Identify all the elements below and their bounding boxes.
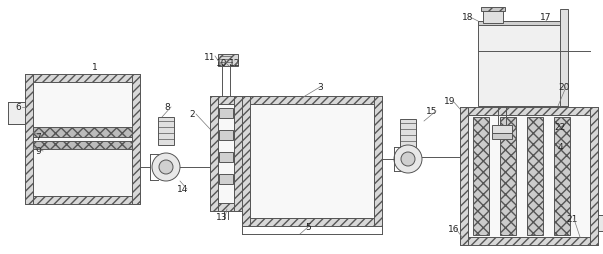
Bar xyxy=(481,8,505,12)
Bar xyxy=(400,120,416,147)
Bar xyxy=(210,203,242,211)
Text: 14: 14 xyxy=(177,185,189,194)
Bar xyxy=(468,116,590,237)
Text: 9: 9 xyxy=(35,147,41,156)
Text: 1: 1 xyxy=(92,63,98,72)
Bar xyxy=(218,105,234,203)
Bar xyxy=(219,174,233,184)
Bar xyxy=(460,108,468,245)
Circle shape xyxy=(394,146,422,173)
Bar xyxy=(598,215,603,231)
Bar xyxy=(478,22,568,107)
Text: 17: 17 xyxy=(540,13,552,22)
Text: 21: 21 xyxy=(566,215,578,224)
Bar xyxy=(219,152,233,162)
Bar xyxy=(33,83,132,196)
Text: 8: 8 xyxy=(164,103,170,112)
Bar xyxy=(132,75,140,204)
Bar xyxy=(590,108,598,245)
Bar xyxy=(242,97,382,105)
Bar xyxy=(210,97,218,211)
Bar xyxy=(460,108,598,116)
Bar xyxy=(460,237,598,245)
Bar xyxy=(560,10,568,107)
Text: 11: 11 xyxy=(204,52,216,61)
Text: 10: 10 xyxy=(216,58,228,67)
Bar xyxy=(374,97,382,226)
Bar xyxy=(25,75,33,204)
Text: 7: 7 xyxy=(35,133,41,142)
Bar xyxy=(242,218,382,226)
Bar xyxy=(158,118,174,146)
Bar xyxy=(473,118,489,235)
Circle shape xyxy=(152,153,180,181)
Bar xyxy=(25,75,140,83)
Text: 4: 4 xyxy=(557,143,563,152)
Bar xyxy=(478,22,568,26)
Text: 3: 3 xyxy=(317,83,323,92)
Bar xyxy=(242,97,250,226)
Text: 5: 5 xyxy=(305,223,311,232)
Bar xyxy=(483,10,503,24)
Bar xyxy=(33,128,132,137)
Bar xyxy=(492,133,512,139)
Bar xyxy=(492,125,512,133)
Text: 2: 2 xyxy=(189,110,195,119)
Text: 22: 22 xyxy=(554,123,566,132)
Text: 15: 15 xyxy=(426,107,438,116)
Bar xyxy=(554,118,570,235)
Bar xyxy=(33,141,132,149)
Bar xyxy=(219,131,233,140)
Text: 18: 18 xyxy=(463,13,474,22)
Bar xyxy=(250,105,374,218)
Text: 16: 16 xyxy=(448,225,459,234)
Bar xyxy=(8,103,25,124)
Bar xyxy=(500,118,516,235)
Bar xyxy=(527,118,543,235)
Text: 13: 13 xyxy=(216,213,228,222)
Bar xyxy=(234,97,242,211)
Text: 20: 20 xyxy=(558,83,570,92)
Text: 19: 19 xyxy=(444,97,456,106)
Circle shape xyxy=(401,152,415,166)
Bar xyxy=(219,108,233,119)
Circle shape xyxy=(159,160,173,174)
Bar xyxy=(218,55,238,67)
Bar xyxy=(25,196,140,204)
Text: 6: 6 xyxy=(15,103,21,112)
Text: 12: 12 xyxy=(229,58,241,67)
Bar xyxy=(210,97,242,105)
